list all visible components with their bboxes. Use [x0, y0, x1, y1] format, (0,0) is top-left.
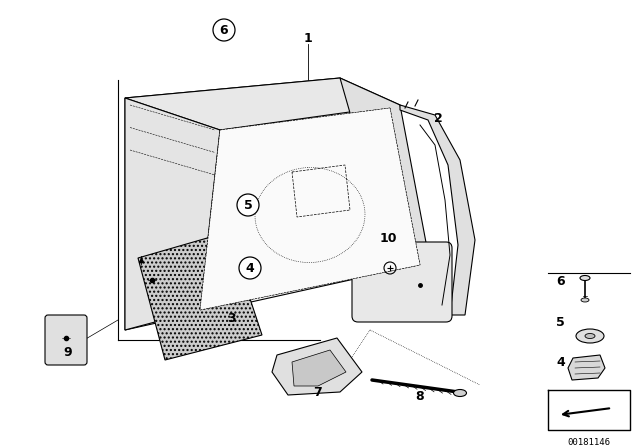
Text: 3: 3 [228, 311, 236, 324]
Ellipse shape [580, 276, 590, 280]
Polygon shape [138, 232, 262, 360]
Text: 5: 5 [556, 316, 564, 329]
Text: 8: 8 [416, 389, 424, 402]
Text: 4: 4 [246, 262, 254, 275]
FancyBboxPatch shape [352, 242, 452, 322]
Ellipse shape [576, 329, 604, 343]
Text: 10: 10 [380, 232, 397, 245]
Circle shape [239, 257, 261, 279]
Polygon shape [200, 108, 420, 310]
Ellipse shape [581, 298, 589, 302]
Text: 2: 2 [434, 112, 442, 125]
Polygon shape [125, 78, 395, 330]
Polygon shape [125, 98, 220, 330]
Ellipse shape [585, 333, 595, 339]
Circle shape [237, 194, 259, 216]
Text: 6: 6 [220, 23, 228, 36]
Text: 00181146: 00181146 [568, 438, 611, 447]
Ellipse shape [454, 389, 467, 396]
Polygon shape [340, 78, 435, 290]
Polygon shape [272, 338, 362, 395]
Polygon shape [125, 78, 400, 130]
Text: 9: 9 [64, 345, 72, 358]
Polygon shape [292, 350, 346, 386]
Text: 1: 1 [303, 31, 312, 44]
Text: 6: 6 [556, 275, 564, 288]
FancyBboxPatch shape [45, 315, 87, 365]
Text: 5: 5 [244, 198, 252, 211]
Polygon shape [400, 105, 475, 315]
Circle shape [213, 19, 235, 41]
Polygon shape [568, 355, 605, 380]
Text: 4: 4 [556, 356, 564, 369]
Text: 7: 7 [314, 385, 323, 399]
